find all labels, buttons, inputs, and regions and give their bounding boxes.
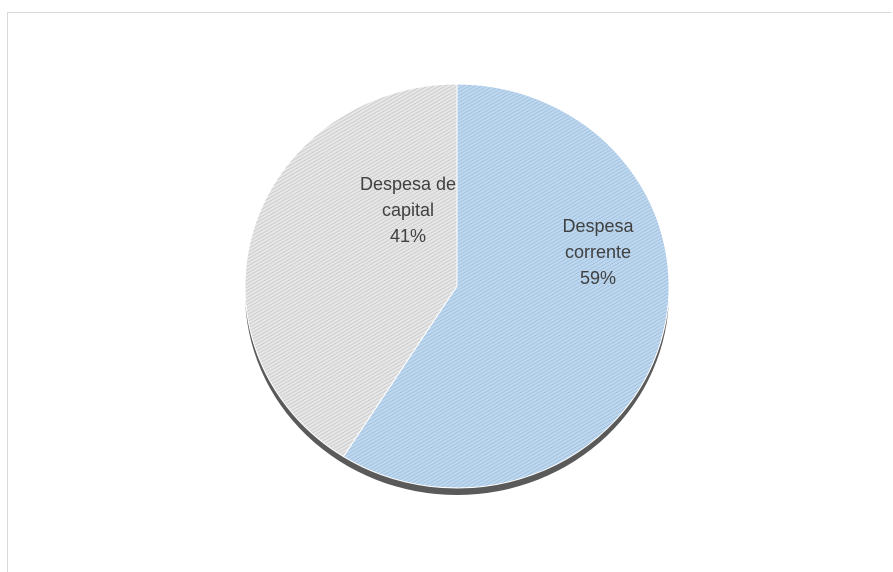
pie-label-line: 41% — [390, 226, 426, 246]
pie-slice-despesa-corrente — [342, 83, 670, 489]
pie-label-line: capital — [382, 200, 434, 220]
pie-slice-despesa-de-capital — [244, 83, 458, 458]
pie-slices — [244, 83, 670, 489]
pie-label-line: 59% — [580, 268, 616, 288]
pie-label-line: Despesa — [562, 216, 634, 236]
pie-label-despesa-corrente: Despesa corrente 59% — [562, 216, 634, 288]
pie-label-despesa-de-capital: Despesa de capital 41% — [360, 174, 456, 246]
pie-label-line: corrente — [565, 242, 631, 262]
pie-labels: Despesa corrente 59% Despesa de capital 41% — [360, 174, 635, 288]
pie-label-line: Despesa de — [360, 174, 456, 194]
